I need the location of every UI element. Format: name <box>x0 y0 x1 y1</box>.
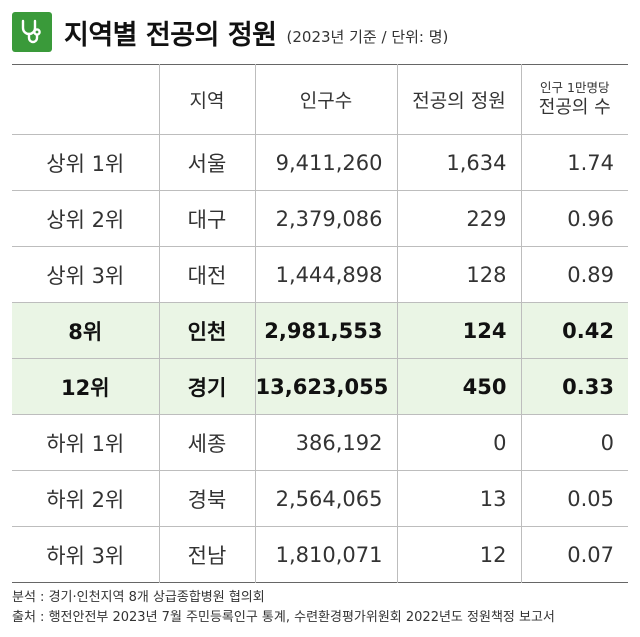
rank-cell: 8위 <box>12 302 159 359</box>
quota-cell: 13 <box>396 470 521 527</box>
population-cell: 2,981,553 <box>254 302 397 359</box>
region-cell: 서울 <box>158 134 255 191</box>
per-capita-cell: 0.42 <box>520 302 628 359</box>
column-header-per-capita: 인구 1만명당 전공의 수 <box>520 64 628 135</box>
region-cell: 세종 <box>158 414 255 471</box>
population-cell: 2,564,065 <box>254 470 397 527</box>
rank-cell: 하위 1위 <box>12 414 159 471</box>
column-header-region: 지역 <box>158 64 255 135</box>
table-row-highlighted: 12위 경기 13,623,055 450 0.33 <box>12 358 628 415</box>
region-cell: 경북 <box>158 470 255 527</box>
per-capita-cell: 0.33 <box>520 358 628 415</box>
table-row: 상위 1위 서울 9,411,260 1,634 1.74 <box>12 134 628 191</box>
source-note: 출처 : 행전안전부 2023년 7월 주민등록인구 통계, 수련환경평가위원회… <box>12 610 555 625</box>
per-capita-header-top: 인구 1만명당 <box>540 79 610 95</box>
rank-cell: 하위 3위 <box>46 543 125 568</box>
page-subtitle: (2023년 기준 / 단위: 명) <box>286 27 449 46</box>
analysis-note: 분석 : 경기·인천지역 8개 상급종합병원 협의회 <box>12 590 265 605</box>
table-row: 하위 2위 경북 2,564,065 13 0.05 <box>12 470 628 527</box>
region-cell: 전남 <box>158 526 255 583</box>
footer: 분석 : 경기·인천지역 8개 상급종합병원 협의회 출처 : 행전안전부 20… <box>12 588 555 628</box>
population-cell: 386,192 <box>254 414 397 471</box>
quota-cell: 128 <box>396 246 521 303</box>
population-cell: 2,379,086 <box>254 190 397 247</box>
region-cell: 인천 <box>158 302 255 359</box>
column-header-quota: 전공의 정원 <box>396 64 521 135</box>
per-capita-cell: 1.74 <box>520 134 628 191</box>
population-cell: 1,810,071 <box>254 526 397 583</box>
quota-cell: 124 <box>396 302 521 359</box>
per-capita-cell: 0.07 <box>520 526 628 583</box>
quota-table: 지역 인구수 전공의 정원 인구 1만명당 전공의 수 상위 1위 서울 9,4… <box>12 64 628 583</box>
table-row: 하위 3위 전남 1,810,071 12 0.07 <box>12 526 628 583</box>
per-capita-cell: 0.89 <box>520 246 628 303</box>
column-header-population: 인구수 <box>254 64 397 135</box>
table-row: 상위 3위 대전 1,444,898 128 0.89 <box>12 246 628 303</box>
quota-cell: 450 <box>396 358 521 415</box>
per-capita-cell: 0.05 <box>520 470 628 527</box>
table-row-highlighted: 8위 인천 2,981,553 124 0.42 <box>12 302 628 359</box>
population-cell: 13,623,055 <box>254 358 397 415</box>
rank-cell: 12위 <box>12 358 159 415</box>
quota-cell: 229 <box>396 190 521 247</box>
table-header-row: 지역 인구수 전공의 정원 인구 1만명당 전공의 수 <box>12 64 628 135</box>
per-capita-cell: 0 <box>520 414 628 471</box>
region-cell: 경기 <box>158 358 255 415</box>
region-cell: 대구 <box>158 190 255 247</box>
table-row: 상위 2위 대구 2,379,086 229 0.96 <box>12 190 628 247</box>
rank-cell: 상위 1위 <box>12 134 159 191</box>
rank-cell: 하위 2위 <box>12 470 159 527</box>
per-capita-header-bottom: 전공의 수 <box>538 96 611 118</box>
per-capita-cell: 0.96 <box>520 190 628 247</box>
region-cell: 대전 <box>158 246 255 303</box>
column-header-rank <box>12 64 159 135</box>
header: 지역별 전공의 정원 (2023년 기준 / 단위: 명) <box>12 10 448 54</box>
rank-cell: 상위 3위 <box>12 246 159 303</box>
population-cell: 9,411,260 <box>254 134 397 191</box>
population-cell: 1,444,898 <box>254 246 397 303</box>
page-title: 지역별 전공의 정원 <box>64 19 277 51</box>
stethoscope-icon <box>12 12 52 52</box>
quota-cell: 12 <box>396 526 521 583</box>
quota-cell: 1,634 <box>396 134 521 191</box>
rank-cell: 상위 2위 <box>12 190 159 247</box>
quota-cell: 0 <box>396 414 521 471</box>
table-row: 하위 1위 세종 386,192 0 0 <box>12 414 628 471</box>
